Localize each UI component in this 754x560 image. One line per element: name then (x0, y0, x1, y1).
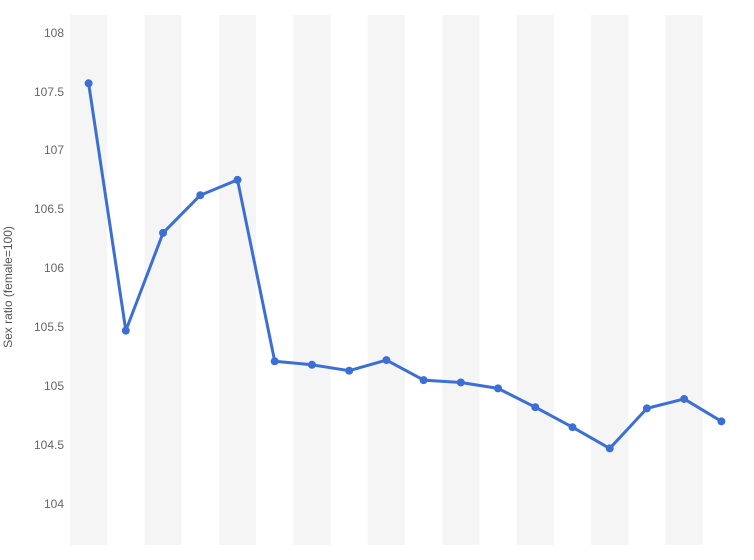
stripe (554, 15, 591, 545)
y-axis-label: Sex ratio (female=100) (1, 226, 15, 348)
stripe (442, 15, 479, 545)
y-tick-label: 107.5 (34, 85, 64, 99)
data-point[interactable] (122, 327, 130, 335)
stripe (591, 15, 628, 545)
y-tick-label: 105 (44, 379, 64, 393)
stripe (703, 15, 740, 545)
y-tick-label: 104.5 (34, 438, 64, 452)
y-tick-label: 106.5 (34, 202, 64, 216)
y-tick-label: 105.5 (34, 320, 64, 334)
y-tick-label: 107 (44, 143, 64, 157)
data-point[interactable] (85, 79, 93, 87)
stripe (219, 15, 256, 545)
data-point[interactable] (457, 378, 465, 386)
y-tick-label: 104 (44, 497, 64, 511)
data-point[interactable] (717, 417, 725, 425)
data-point[interactable] (308, 361, 316, 369)
stripe (70, 15, 107, 545)
data-point[interactable] (680, 395, 688, 403)
data-point[interactable] (420, 376, 428, 384)
data-point[interactable] (531, 403, 539, 411)
data-point[interactable] (196, 191, 204, 199)
data-point[interactable] (643, 404, 651, 412)
data-point[interactable] (234, 176, 242, 184)
data-point[interactable] (382, 356, 390, 364)
stripe (405, 15, 442, 545)
stripe (628, 15, 665, 545)
data-point[interactable] (159, 229, 167, 237)
stripe (666, 15, 703, 545)
y-tick-label: 108 (44, 26, 64, 40)
plot-area (70, 15, 740, 545)
data-point[interactable] (345, 367, 353, 375)
stripe (107, 15, 144, 545)
stripe (256, 15, 293, 545)
chart-container: Sex ratio (female=100) 104 104.5 105 105.5 1… (0, 0, 754, 560)
stripe (182, 15, 219, 545)
stripe (331, 15, 368, 545)
stripe (479, 15, 516, 545)
y-tick-label: 106 (44, 261, 64, 275)
data-point[interactable] (494, 384, 502, 392)
data-point[interactable] (271, 357, 279, 365)
data-point[interactable] (606, 444, 614, 452)
stripe (144, 15, 181, 545)
stripe (368, 15, 405, 545)
line-chart-svg (70, 15, 740, 545)
data-point[interactable] (569, 423, 577, 431)
stripe (517, 15, 554, 545)
stripe (293, 15, 330, 545)
